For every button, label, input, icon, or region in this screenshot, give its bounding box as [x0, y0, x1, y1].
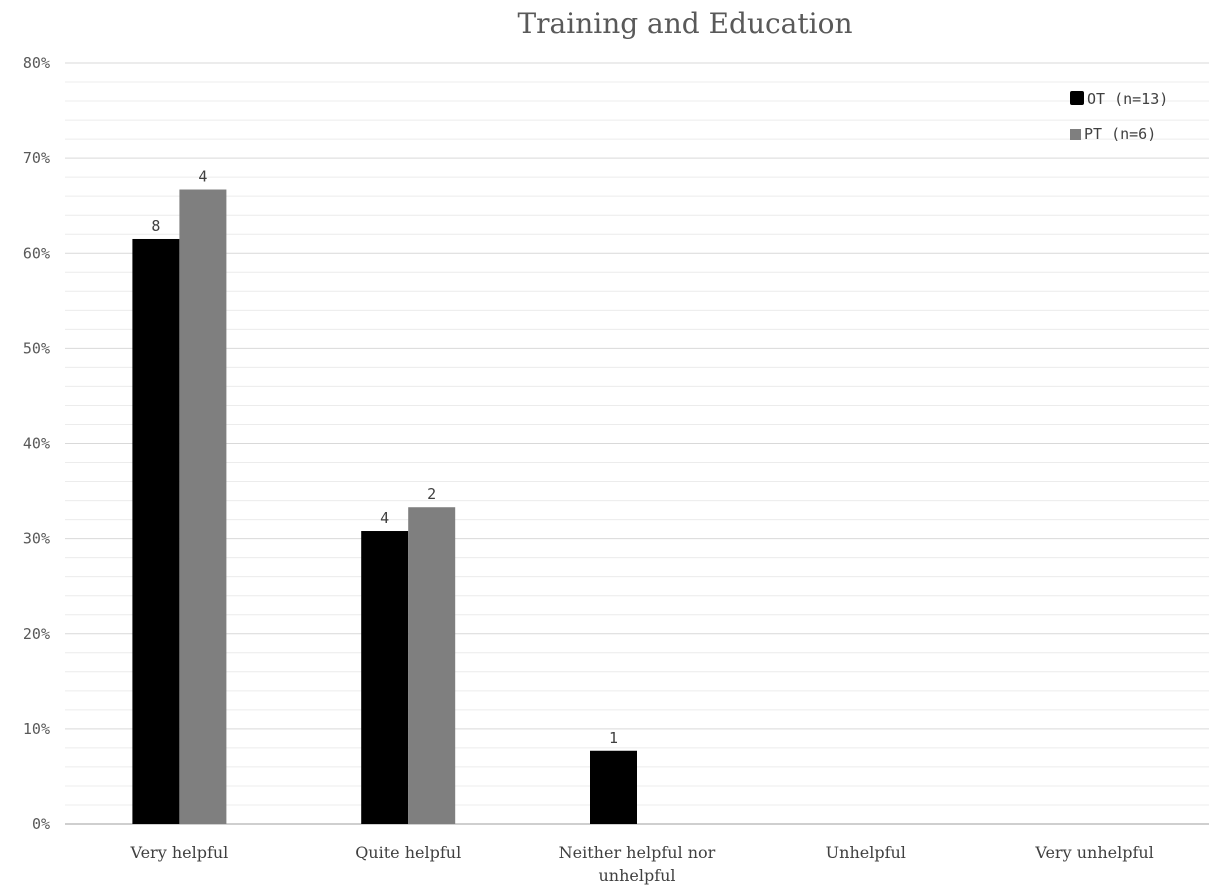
data-label: 4	[198, 168, 207, 186]
x-category-label: Very helpful	[129, 843, 228, 862]
chart-title: Training and Education	[518, 7, 853, 40]
x-category-label: unhelpful	[598, 866, 675, 885]
grid-lines	[65, 62, 1209, 825]
y-tick-label: 40%	[23, 435, 50, 453]
bar	[179, 189, 227, 825]
data-label: 8	[151, 217, 160, 235]
y-tick-label: 10%	[23, 720, 50, 738]
legend-swatch	[1070, 91, 1084, 105]
data-label: 2	[427, 485, 436, 503]
legend-swatch	[1070, 129, 1081, 140]
y-tick-label: 30%	[23, 530, 50, 548]
x-axis-categories: Very helpful Quite helpful Neither helpful…	[129, 843, 1153, 885]
bar	[590, 750, 637, 824]
bar	[408, 507, 456, 824]
legend-label: OT (n=13)	[1087, 90, 1168, 108]
y-axis: 0% 10% 20% 30% 40% 50% 60% 70% 80%	[23, 54, 50, 833]
y-tick-label: 20%	[23, 625, 50, 643]
data-labels: 8 4 1 4 2	[151, 168, 618, 747]
y-tick-label: 80%	[23, 54, 50, 72]
data-label: 1	[609, 729, 618, 747]
x-category-label: Neither helpful nor	[559, 843, 716, 862]
y-tick-label: 50%	[23, 339, 50, 357]
y-tick-label: 60%	[23, 244, 50, 262]
bars	[132, 189, 637, 825]
data-label: 4	[380, 509, 389, 527]
x-category-label: Quite helpful	[355, 843, 461, 862]
bar	[132, 238, 180, 824]
bar	[361, 531, 409, 824]
x-category-label: Unhelpful	[826, 843, 906, 862]
legend: OT (n=13) PT (n=6)	[1070, 90, 1168, 143]
y-tick-label: 70%	[23, 149, 50, 167]
x-category-label: Very unhelpful	[1034, 843, 1153, 862]
y-tick-label: 0%	[32, 815, 50, 833]
legend-label: PT (n=6)	[1084, 125, 1156, 143]
